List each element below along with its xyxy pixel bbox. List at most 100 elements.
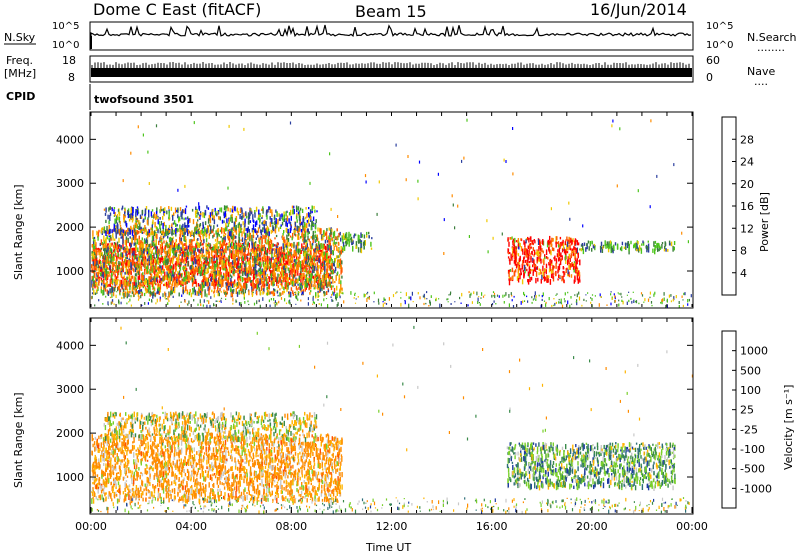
data-point — [175, 251, 177, 257]
data-point — [274, 264, 277, 267]
data-point — [170, 240, 173, 244]
data-point — [197, 219, 199, 222]
data-point — [111, 242, 113, 246]
data-point — [226, 227, 228, 232]
data-point — [199, 256, 202, 261]
data-point — [522, 259, 524, 266]
data-point — [307, 255, 310, 260]
data-point — [235, 229, 238, 235]
data-point — [221, 260, 223, 266]
data-point — [303, 257, 305, 261]
data-point — [148, 261, 150, 264]
data-point — [224, 227, 227, 230]
data-point — [570, 239, 572, 243]
data-point — [297, 270, 299, 276]
data-point — [177, 264, 180, 268]
data-point — [291, 242, 293, 248]
data-point — [304, 260, 306, 263]
data-point — [351, 242, 353, 245]
data-point — [266, 273, 269, 277]
data-point — [565, 248, 568, 254]
data-point — [350, 237, 352, 240]
data-point — [280, 292, 282, 296]
data-point — [329, 282, 332, 288]
data-point — [185, 271, 188, 277]
data-point — [274, 237, 276, 240]
data-point — [125, 261, 127, 266]
data-point — [158, 240, 160, 245]
data-point — [127, 208, 130, 213]
data-point — [253, 242, 256, 248]
data-point — [151, 276, 153, 279]
data-point — [297, 257, 299, 261]
data-point — [269, 208, 271, 214]
data-point — [223, 228, 225, 234]
data-point — [304, 227, 306, 233]
data-point — [106, 264, 108, 270]
data-point — [251, 228, 254, 233]
data-point — [330, 276, 332, 280]
data-point — [277, 248, 279, 252]
data-point — [226, 291, 228, 295]
data-point — [287, 267, 289, 271]
data-point — [134, 287, 136, 291]
data-point — [182, 246, 185, 252]
data-point — [304, 256, 306, 261]
data-point — [196, 238, 198, 243]
data-point — [252, 214, 254, 220]
data-point — [94, 264, 96, 268]
data-point — [121, 235, 123, 239]
data-point — [294, 263, 296, 267]
data-point — [295, 272, 297, 277]
data-point — [529, 246, 531, 250]
data-point — [194, 229, 196, 234]
data-point — [315, 238, 317, 243]
data-point — [107, 231, 109, 235]
data-point — [197, 248, 199, 252]
data-point — [312, 223, 315, 226]
data-point — [290, 291, 292, 298]
data-point — [301, 233, 303, 238]
data-point — [283, 230, 285, 234]
data-point — [321, 275, 324, 278]
data-point — [191, 249, 194, 253]
data-point — [148, 212, 150, 218]
data-point — [302, 272, 305, 277]
data-point — [281, 279, 284, 283]
data-point — [312, 239, 314, 243]
data-point — [232, 283, 234, 288]
data-point — [201, 291, 203, 297]
data-point — [184, 236, 187, 241]
data-point — [232, 268, 234, 271]
data-point — [302, 266, 304, 271]
data-point — [339, 266, 342, 270]
data-point — [264, 219, 266, 225]
beam-label: Beam 15 — [355, 2, 427, 21]
data-point — [149, 261, 152, 266]
data-point — [198, 250, 200, 254]
data-point — [244, 254, 246, 260]
data-point — [273, 268, 275, 274]
data-point — [245, 228, 247, 231]
data-point — [319, 283, 321, 288]
data-point — [122, 292, 124, 296]
data-point — [306, 250, 308, 256]
data-point — [118, 284, 121, 287]
data-point — [283, 276, 285, 282]
data-point — [93, 244, 95, 250]
data-point — [336, 285, 338, 291]
data-point — [262, 206, 264, 209]
data-point — [529, 277, 531, 282]
data-point — [158, 280, 161, 284]
data-point — [113, 254, 115, 257]
data-point — [174, 246, 176, 251]
data-point — [229, 217, 232, 222]
data-point — [148, 291, 150, 294]
data-point — [258, 213, 260, 219]
data-point — [109, 206, 111, 210]
data-point — [135, 254, 137, 260]
data-point — [123, 275, 125, 279]
data-point — [270, 240, 273, 245]
data-point — [105, 250, 108, 253]
data-point — [112, 287, 114, 293]
